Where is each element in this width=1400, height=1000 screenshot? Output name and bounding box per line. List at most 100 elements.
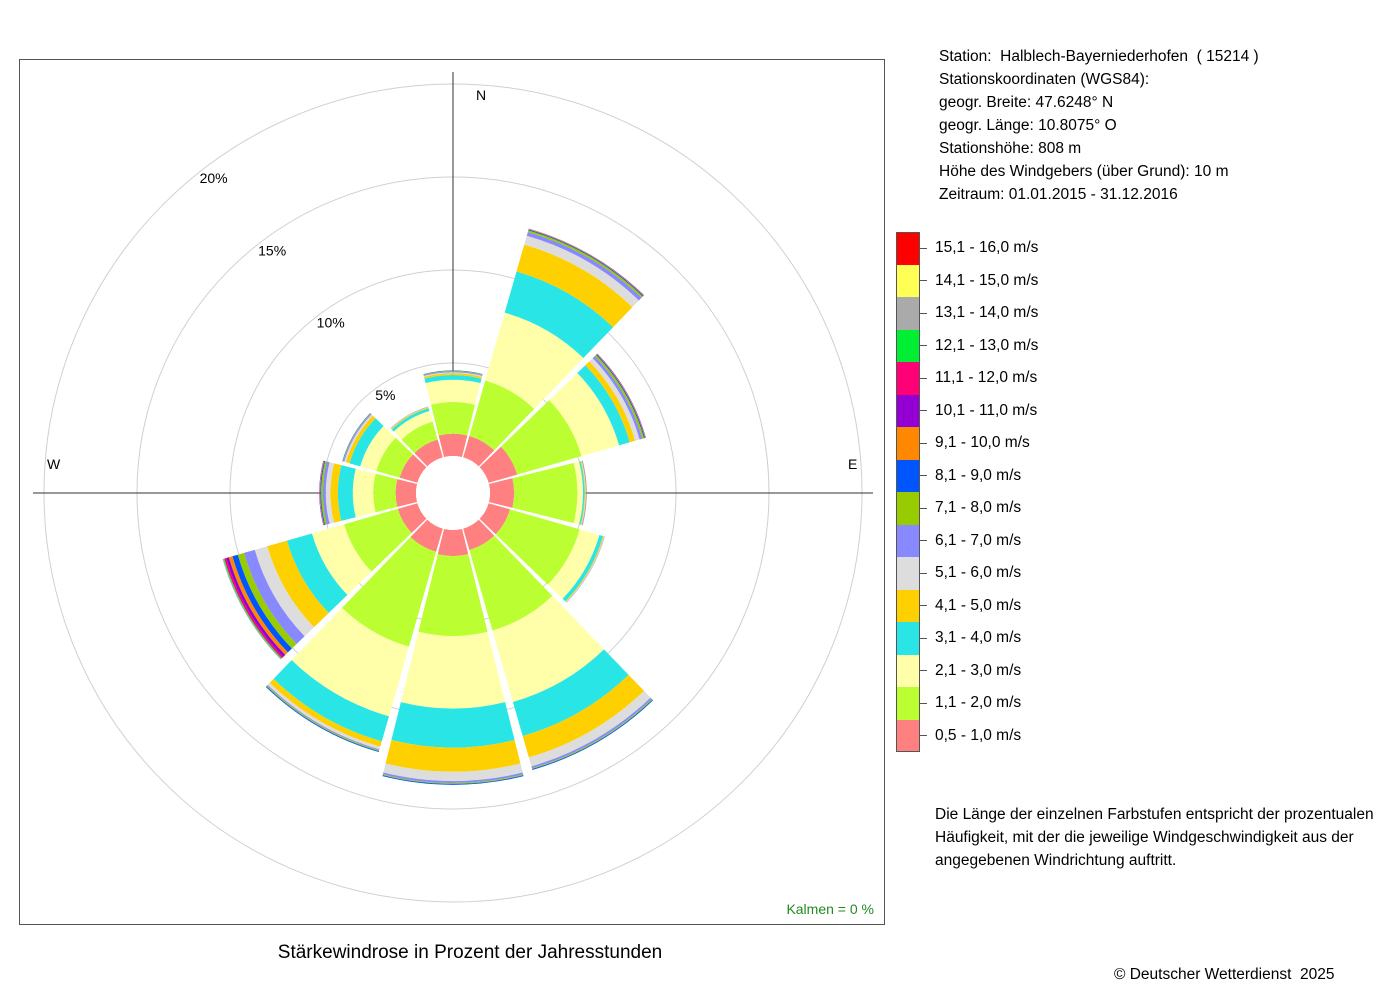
windrose-segment [424,375,482,384]
legend-swatch [896,654,920,687]
windrose-segment [254,546,314,637]
windrose-segment [463,435,495,467]
windrose-segment [488,478,515,508]
legend-label: 0,5 - 1,0 m/s [935,726,1022,744]
windrose-segment [512,462,578,524]
windrose-segment [430,402,476,436]
station-name-line: Station: Halblech-Bayerniederhofen ( 152… [939,48,1259,65]
windrose-segment [504,271,614,359]
ring-label: 20% [200,170,228,186]
legend-tick [920,735,927,737]
windrose-segment [522,674,645,758]
ring-label: 10% [317,315,345,331]
legend-tick [920,280,927,282]
sensor-height: Höhe des Windgebers (über Grund): 10 m [939,163,1229,180]
windrose-segment [267,540,329,628]
windrose-segment [547,529,600,599]
windrose-segment [319,460,325,526]
legend-item: 13,1 - 14,0 m/s [896,297,1038,330]
legend-swatch [896,492,920,525]
windrose-segment [232,554,292,653]
windrose-segment [391,702,515,748]
windrose-segment [582,460,587,526]
legend-label: 4,1 - 5,0 m/s [935,596,1022,614]
legend-swatch [896,329,920,362]
windrose-segment [580,461,586,525]
windrose-segment [382,772,524,783]
windrose-segment [395,479,418,507]
windrose-segment [397,503,427,533]
windrose-segment [512,649,629,736]
legend-tick [920,605,927,607]
windrose-segment [581,460,587,526]
windrose-segment [320,460,326,526]
windrose-plot-frame: 5% 10% 15% 20% N E W Kalmen = 0 % [19,59,885,925]
windrose-segment [319,460,324,526]
explanation-note: Die Länge der einzelnen Farbstufen entsp… [935,806,1374,869]
windrose-segment [410,519,443,552]
windrose-segment [469,535,553,631]
legend-tick [920,572,927,574]
windrose-segment [423,372,483,377]
windrose-segment [492,595,605,702]
windrose-chart: 5% 10% 15% 20% N E W Kalmen = 0 % [33,72,874,917]
legend-item: 7,1 - 8,0 m/s [896,492,1038,525]
windrose-segment [393,410,433,440]
windrose-segment [582,460,587,526]
legend-label: 3,1 - 4,0 m/s [935,629,1022,647]
legend-item: 10,1 - 11,0 m/s [896,394,1038,427]
windrose-segment [479,446,518,483]
windrose-segment [585,361,636,443]
legend-swatch [896,394,920,427]
windrose-segment [244,549,305,645]
legend-tick [920,702,927,704]
windrose-segment [418,554,488,637]
windrose-segment [592,356,643,440]
windrose-segment [228,556,288,656]
legend-swatch [896,427,920,460]
legend-swatch [896,362,920,395]
legend-label: 6,1 - 7,0 m/s [935,531,1022,549]
windrose-segment [376,437,414,478]
windrose-segment [382,775,524,785]
chart-title: Stärkewindrose in Prozent der Jahresstun… [277,942,663,963]
legend-tick [920,377,927,379]
legend-tick [920,475,927,477]
legend-swatch [896,622,920,655]
windrose-segment [322,461,330,525]
windrose-segment [423,370,483,375]
legend-item: 6,1 - 7,0 m/s [896,524,1038,557]
windrose-segment [401,421,438,454]
windrose-segment [526,232,642,301]
windrose-segment [424,373,482,379]
windrose-segment [345,415,376,464]
windrose-segment [286,533,348,614]
windrose-segment [385,740,521,772]
legend-label: 14,1 - 15,0 m/s [935,271,1039,289]
windrose-segment [528,690,651,767]
legend-swatch [896,687,920,720]
legend-item: 11,1 - 12,0 m/s [896,362,1038,395]
legend-label: 13,1 - 14,0 m/s [935,304,1039,322]
legend-swatch [896,264,920,297]
legend-label: 15,1 - 16,0 m/s [935,239,1039,257]
station-coordinates-header: Stationskoordinaten (WGS84): [939,71,1150,88]
windrose-segment [423,370,483,375]
legend-label: 7,1 - 8,0 m/s [935,499,1022,517]
legend-label: 5,1 - 6,0 m/s [935,564,1022,582]
windrose-segment [311,524,372,595]
legend-tick [920,540,927,542]
windrose-segment [495,509,580,585]
legend-tick [920,637,927,639]
windrose-segment [321,461,327,525]
windrose-segment [344,508,412,572]
windrose-segment [501,400,582,475]
compass-label-east: E [848,456,857,472]
legend-swatch [896,557,920,590]
station-longitude: geogr. Länge: 10.8075° O [939,117,1117,134]
windrose-segment [269,678,382,747]
legend-swatch [896,589,920,622]
legend-tick [920,670,927,672]
speed-legend: 15,1 - 16,0 m/s 14,1 - 15,0 m/s 13,1 - 1… [896,232,1038,752]
legend-item: 12,1 - 13,0 m/s [896,329,1038,362]
